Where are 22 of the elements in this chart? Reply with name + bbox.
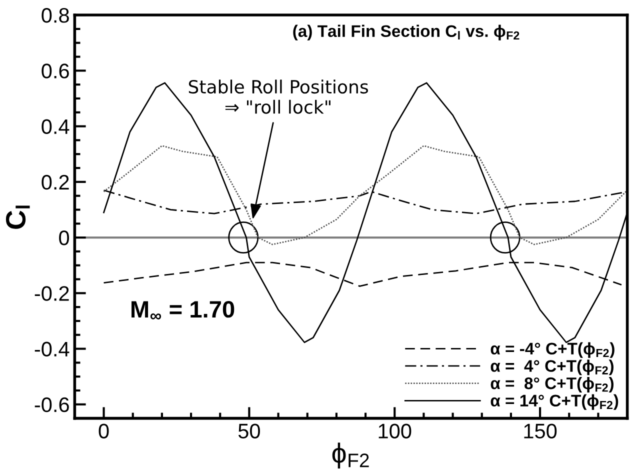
y-axis-title: C$_{l}$: [6, 206, 30, 229]
y-tick-label: -0.6: [34, 397, 69, 412]
y-tick-label: 0.2: [42, 174, 69, 190]
text: (a) Tail Fin Section C$_{l}$ vs. ϕ$_{F2}$: [293, 24, 520, 40]
y-tick-label: -0.2: [34, 286, 69, 301]
y-tick-label: -0.4: [34, 342, 70, 357]
legend-label: α = -4° C+T(ϕ$_{F2}$): [490, 342, 614, 358]
y-tick-label: 0.6: [42, 64, 69, 78]
legend-label: α = 14° C+T(ϕ$_{F2}$): [490, 394, 618, 410]
legend-label: α = 8° C+T(ϕ$_{F2}$): [490, 376, 614, 393]
x-tick-label: 0: [98, 424, 109, 438]
y-tick-label: 0: [59, 230, 70, 246]
y-tick-label: 0.4: [42, 119, 70, 134]
x-tick-label: 100: [378, 424, 412, 438]
legend-label: α = 4° C+T(ϕ$_{F2}$): [490, 360, 614, 376]
annotation: Stable Roll Positions ⇒ "roll lock": [188, 80, 368, 114]
line-series: [103, 145, 628, 246]
x-axis-title: ϕ$_{F2}$: [332, 442, 369, 468]
y-tick-label: 0.8: [42, 8, 69, 23]
x-tick-label: 150: [524, 424, 557, 438]
x-tick-label: 50: [238, 424, 260, 438]
annotation: M$_{∞}$ = 1.70: [132, 300, 234, 320]
